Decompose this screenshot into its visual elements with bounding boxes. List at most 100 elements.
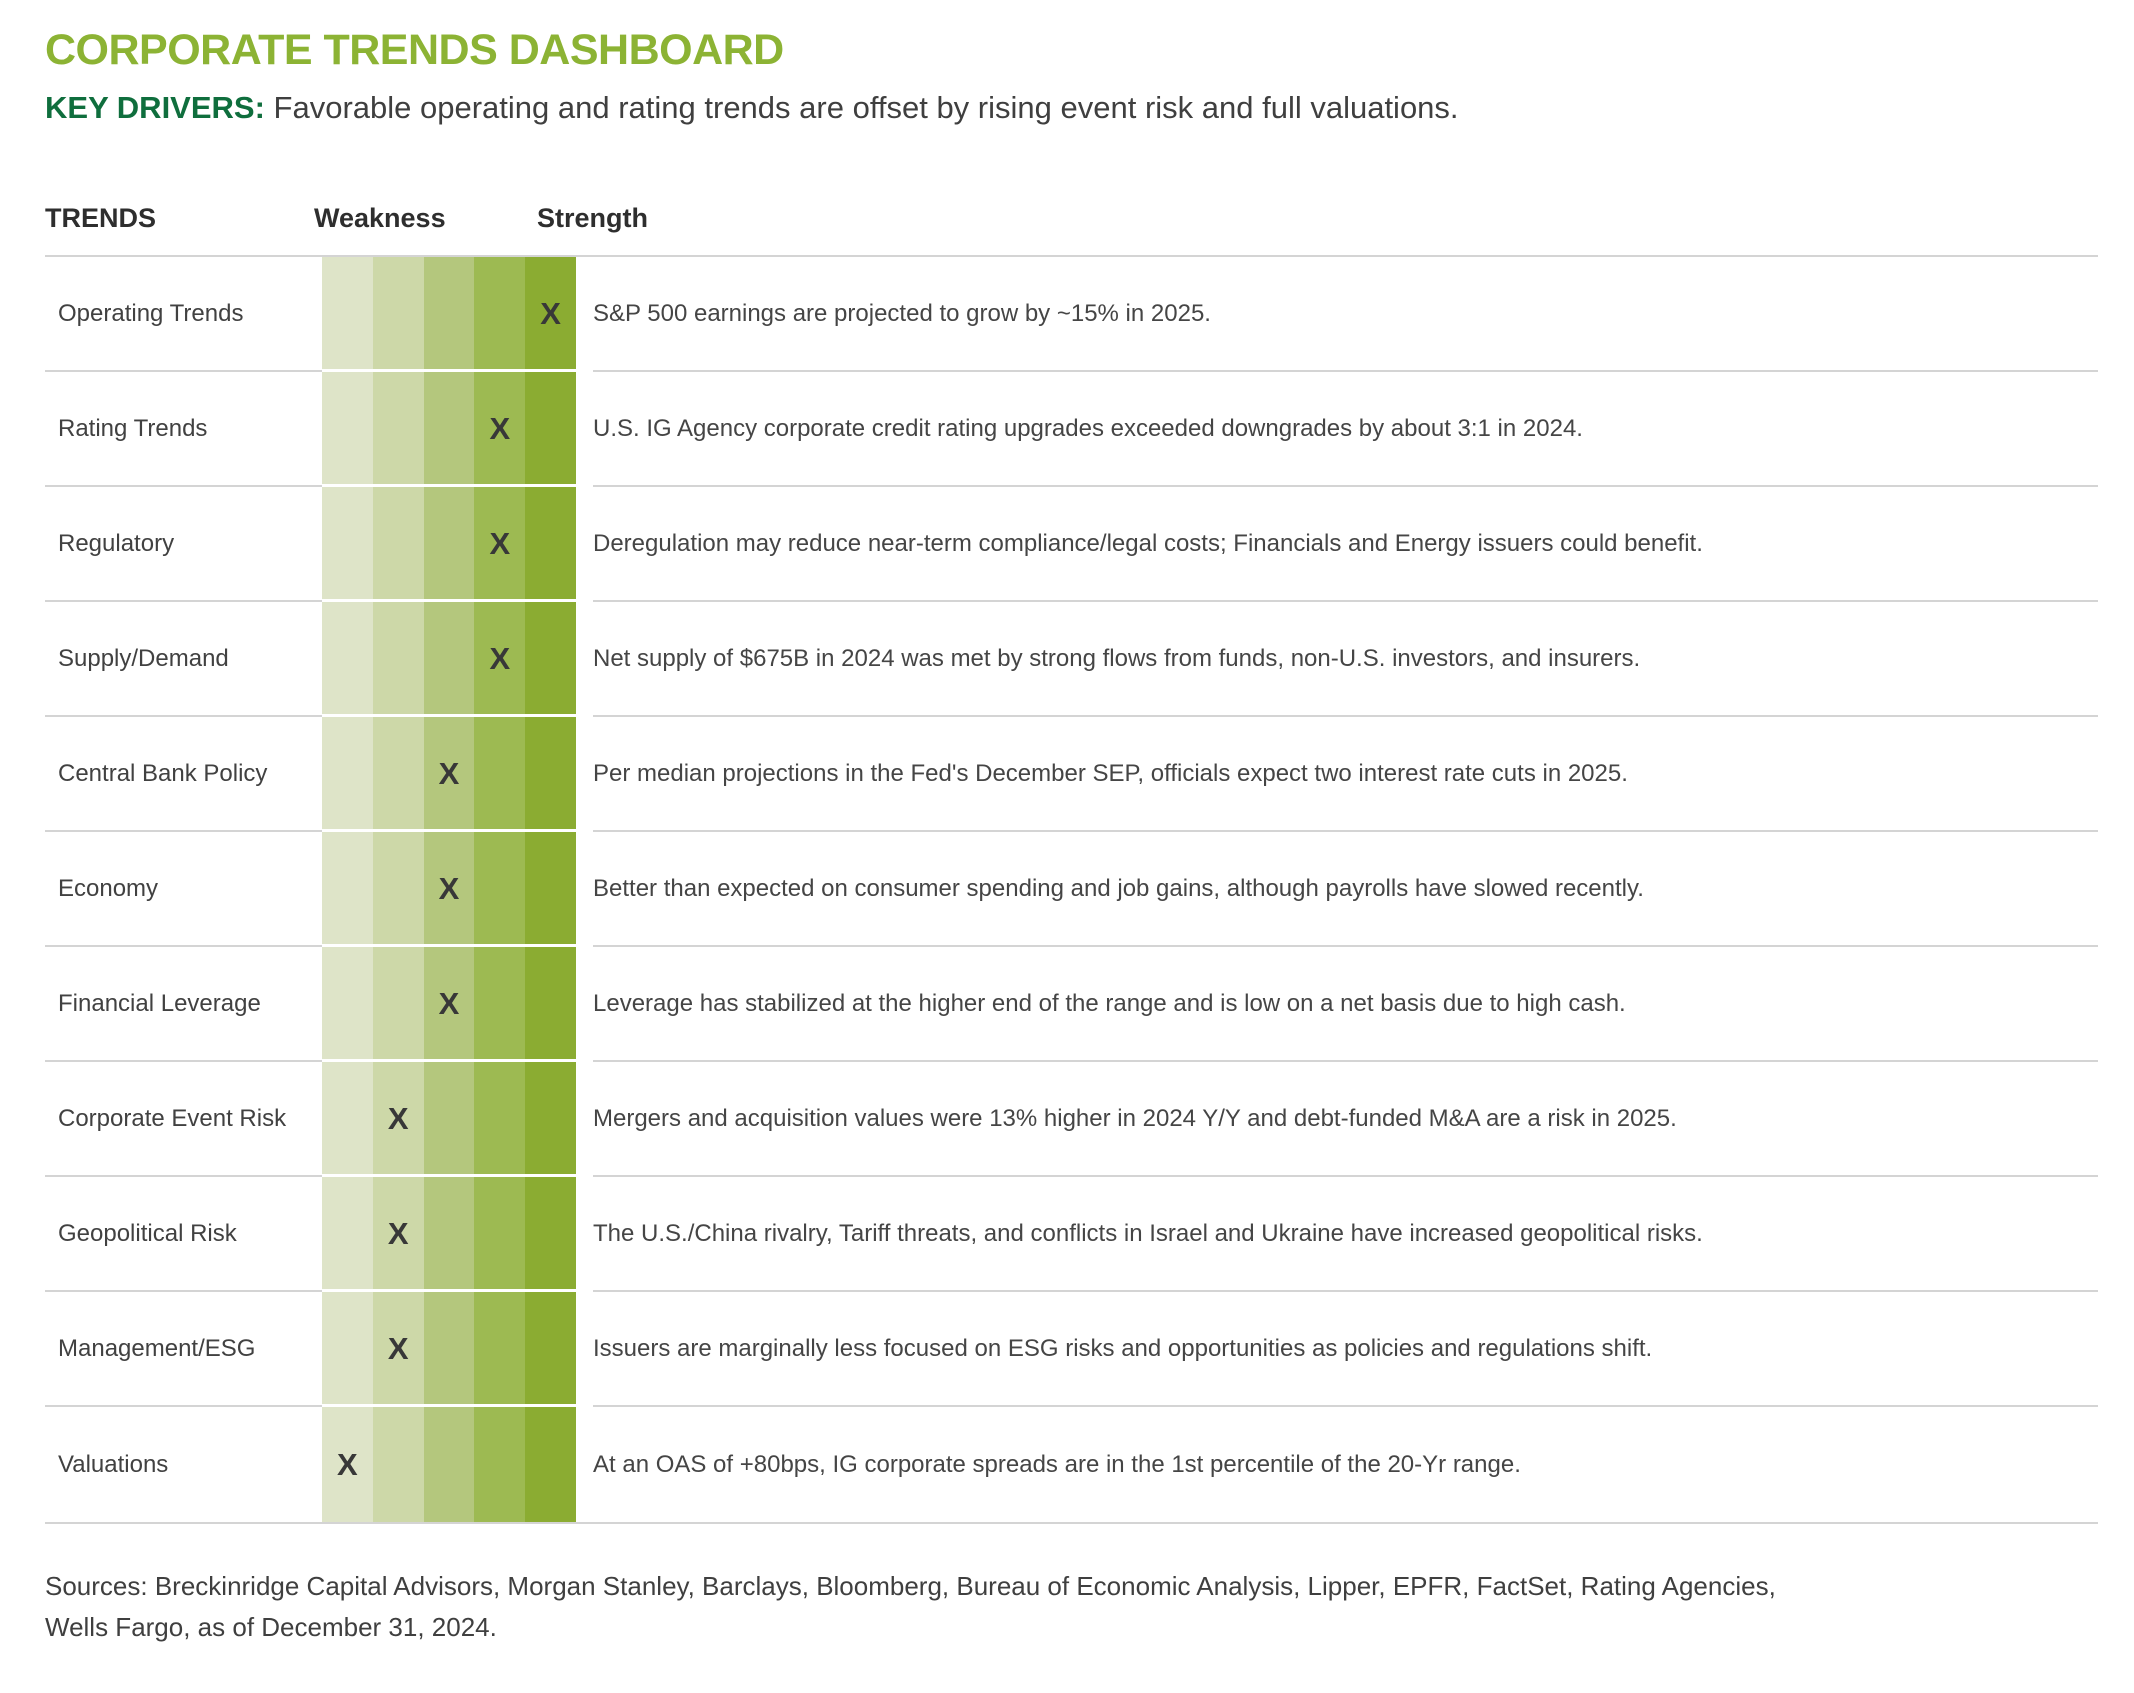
trend-description: The U.S./China rivalry, Tariff threats, …: [593, 1177, 2098, 1292]
table-row: Regulatory X Deregulation may reduce nea…: [45, 487, 2098, 602]
rating-scale: X: [322, 832, 576, 947]
scale-band: [372, 372, 424, 487]
table-row: Operating Trends X S&P 500 earnings are …: [45, 257, 2098, 372]
column-header-trends: TRENDS: [45, 203, 157, 233]
rating-marker: X: [438, 870, 460, 906]
column-gap: [576, 602, 593, 717]
scale-band: [423, 372, 475, 487]
trend-label: Regulatory: [45, 487, 322, 602]
scale-band: [322, 947, 373, 1062]
scale-band: [474, 832, 526, 947]
table-row: Central Bank Policy X Per median project…: [45, 717, 2098, 832]
scale-band: [322, 1292, 373, 1407]
key-drivers-text: Favorable operating and rating trends ar…: [273, 90, 1459, 125]
rating-marker: X: [489, 640, 511, 676]
scale-band: [474, 1177, 526, 1292]
scale-band: [372, 717, 424, 832]
scale-band: [474, 947, 526, 1062]
scale-band: [322, 257, 373, 372]
scale-band: [423, 257, 475, 372]
scale-band: [525, 1292, 576, 1407]
scale-band: [474, 257, 526, 372]
table-row: Financial Leverage X Leverage has stabil…: [45, 947, 2098, 1062]
scale-band: [525, 717, 576, 832]
column-header-weakness: Weakness: [314, 203, 446, 233]
trend-description: Deregulation may reduce near-term compli…: [593, 487, 2098, 602]
rating-scale: X: [322, 257, 576, 372]
scale-band: [423, 1407, 475, 1522]
trend-description: U.S. IG Agency corporate credit rating u…: [593, 372, 2098, 487]
table-row: Rating Trends X U.S. IG Agency corporate…: [45, 372, 2098, 487]
scale-band: [423, 1292, 475, 1407]
rating-marker: X: [387, 1215, 409, 1251]
key-drivers-label: KEY DRIVERS:: [45, 90, 265, 125]
scale-band: [525, 1407, 576, 1522]
scale-band: [423, 602, 475, 717]
column-gap: [576, 717, 593, 832]
scale-band: [525, 1177, 576, 1292]
scale-band: X: [372, 1062, 424, 1177]
rating-marker: X: [540, 295, 561, 331]
scale-band: [525, 487, 576, 602]
sources-line-1: Sources: Breckinridge Capital Advisors, …: [45, 1571, 1776, 1601]
trend-label: Central Bank Policy: [45, 717, 322, 832]
table-header: TRENDS Weakness Strength: [45, 203, 2098, 243]
trend-description: Net supply of $675B in 2024 was met by s…: [593, 602, 2098, 717]
table-row: Geopolitical Risk X The U.S./China rival…: [45, 1177, 2098, 1292]
key-drivers-line: KEY DRIVERS: Favorable operating and rat…: [45, 90, 1459, 126]
scale-band: [322, 372, 373, 487]
column-gap: [576, 1062, 593, 1177]
scale-band: [423, 487, 475, 602]
column-gap: [576, 832, 593, 947]
rating-marker: X: [387, 1100, 409, 1136]
scale-band: [372, 602, 424, 717]
trend-description: S&P 500 earnings are projected to grow b…: [593, 257, 2098, 372]
rating-marker: X: [438, 755, 460, 791]
scale-band: [474, 1292, 526, 1407]
rating-scale: X: [322, 1177, 576, 1292]
rating-scale: X: [322, 717, 576, 832]
page-title: CORPORATE TRENDS DASHBOARD: [45, 26, 784, 74]
trend-description: Issuers are marginally less focused on E…: [593, 1292, 2098, 1407]
scale-band: X: [474, 487, 526, 602]
scale-band: [423, 1062, 475, 1177]
scale-band: [372, 257, 424, 372]
scale-band: [525, 602, 576, 717]
scale-band: X: [525, 257, 576, 372]
column-gap: [576, 257, 593, 372]
rating-scale: X: [322, 947, 576, 1062]
scale-band: [474, 1407, 526, 1522]
trend-label: Corporate Event Risk: [45, 1062, 322, 1177]
trend-description: Mergers and acquisition values were 13% …: [593, 1062, 2098, 1177]
trend-label: Economy: [45, 832, 322, 947]
scale-band: [322, 832, 373, 947]
column-gap: [576, 947, 593, 1062]
rating-scale: X: [322, 372, 576, 487]
scale-band: [372, 947, 424, 1062]
scale-band: [322, 602, 373, 717]
trend-label: Valuations: [58, 1450, 169, 1478]
column-gap: [576, 487, 593, 602]
scale-band: X: [423, 717, 475, 832]
rating-marker: X: [387, 1330, 409, 1366]
table-row: Corporate Event Risk X Mergers and acqui…: [45, 1062, 2098, 1177]
trend-label: Management/ESG: [45, 1292, 322, 1407]
rating-marker: X: [438, 985, 460, 1021]
trend-label: Financial Leverage: [45, 947, 322, 1062]
rating-scale: X: [322, 1062, 576, 1177]
scale-band: X: [372, 1177, 424, 1292]
scale-band: [372, 832, 424, 947]
scale-band: [525, 832, 576, 947]
scale-band: [525, 947, 576, 1062]
scale-band: [322, 717, 373, 832]
scale-band: X: [474, 372, 526, 487]
column-gap: [576, 372, 593, 487]
scale-band: [423, 1177, 475, 1292]
table-row: Economy X Better than expected on consum…: [45, 832, 2098, 947]
scale-band: X: [423, 832, 475, 947]
column-gap: [576, 1407, 593, 1522]
scale-band: X: [322, 1407, 373, 1522]
trend-description: At an OAS of +80bps, IG corporate spread…: [593, 1450, 1521, 1478]
scale-band: [372, 1407, 424, 1522]
trend-label: Geopolitical Risk: [45, 1177, 322, 1292]
